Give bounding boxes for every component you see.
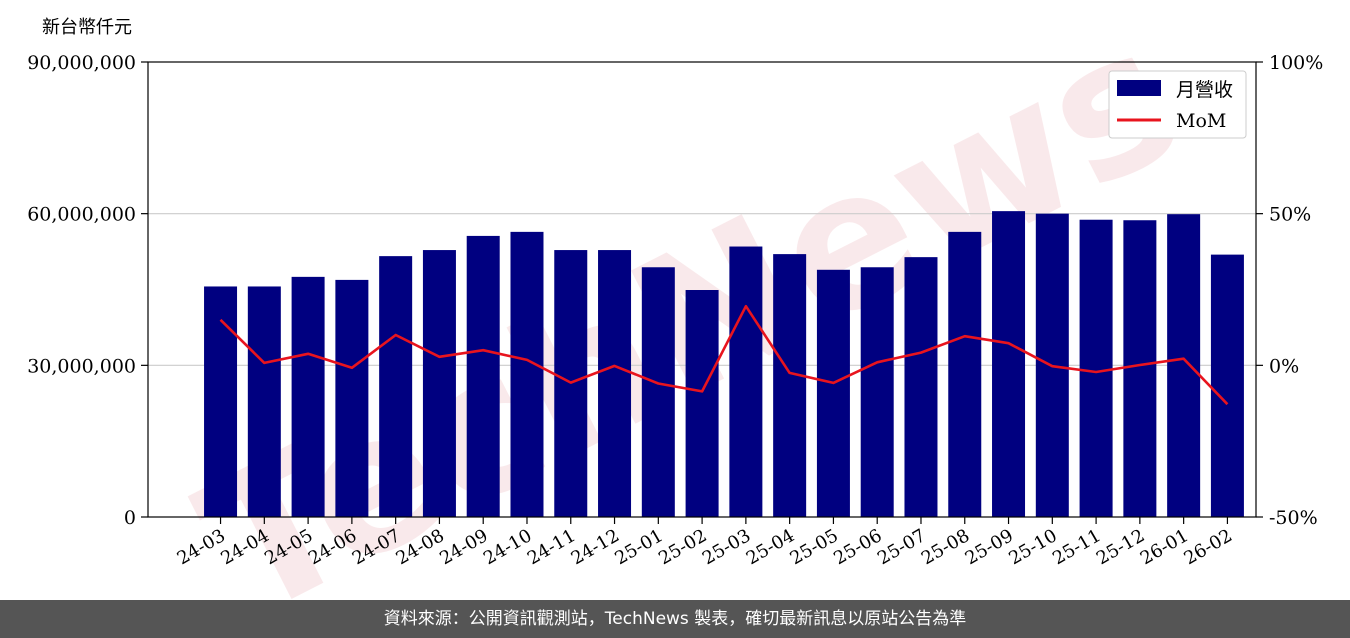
- bar-24-05: [291, 276, 325, 517]
- bar-25-11: [1079, 219, 1113, 517]
- bar-25-04: [773, 254, 807, 517]
- bar-24-12: [598, 250, 632, 518]
- bar-25-12: [1123, 220, 1157, 517]
- x-tick-label: 25-07: [874, 525, 929, 569]
- y-right-tick-label: 0%: [1269, 355, 1299, 377]
- bar-24-10: [510, 231, 544, 517]
- x-tick-label: 24-11: [524, 525, 579, 569]
- bar-25-09: [992, 211, 1026, 517]
- bar-24-04: [247, 286, 281, 517]
- bar-25-03: [729, 246, 763, 517]
- legend-swatch-bar: [1117, 80, 1161, 96]
- y-left-tick-label: 30,000,000: [27, 355, 136, 377]
- legend: 月營收 MoM: [1108, 70, 1247, 139]
- y-axis-right: -50% 0% 50% 100%: [1256, 52, 1323, 529]
- x-tick-label: 26-01: [1137, 525, 1192, 569]
- bar-26-01: [1167, 214, 1201, 517]
- y-left-tick-label: 0: [124, 507, 136, 529]
- bar-25-07: [904, 257, 938, 517]
- y-left-tick-label: 60,000,000: [27, 204, 136, 226]
- x-tick-label: 25-01: [611, 525, 666, 569]
- y-right-tick-label: 50%: [1269, 204, 1311, 226]
- y-axis-left: 0 30,000,000 60,000,000 90,000,000: [27, 52, 148, 529]
- bar-24-08: [422, 250, 456, 518]
- bar-24-09: [466, 235, 500, 517]
- x-tick-label: 25-09: [962, 525, 1017, 569]
- x-tick-label: 25-06: [830, 525, 885, 569]
- bar-25-02: [685, 290, 719, 517]
- x-tick-label: 25-05: [786, 525, 841, 569]
- x-tick-label: 25-12: [1093, 525, 1148, 569]
- x-tick-label: 25-08: [918, 525, 973, 569]
- bar-25-06: [860, 267, 894, 517]
- legend-label-revenue: 月營收: [1176, 79, 1233, 101]
- revenue-chart: TechNews 新台幣仟元 030,000,00060,000,00090,0…: [27, 0, 1323, 600]
- bar-series: [204, 211, 1244, 518]
- bar-25-05: [816, 269, 850, 517]
- x-tick-label: 25-11: [1049, 525, 1104, 569]
- x-tick-label: 25-02: [655, 525, 710, 569]
- y-axis-unit-label: 新台幣仟元: [42, 17, 132, 38]
- bar-26-02: [1210, 254, 1244, 517]
- y-left-tick-label: 90,000,000: [27, 52, 136, 74]
- bar-24-07: [379, 256, 413, 517]
- legend-label-mom: MoM: [1176, 110, 1226, 132]
- source-footer: 資料來源：公開資訊觀測站，TechNews 製表，確切最新訊息以原站公告為準: [0, 600, 1350, 638]
- mom-line: [219, 304, 1229, 406]
- bar-24-06: [335, 279, 369, 517]
- mom-line-series: [219, 304, 1229, 406]
- y-right-tick-label: 100%: [1269, 52, 1323, 74]
- x-tick-label: 25-04: [743, 525, 798, 569]
- x-tick-label: 25-10: [1005, 525, 1060, 569]
- bar-25-01: [641, 267, 675, 517]
- bar-25-08: [948, 231, 982, 517]
- bar-24-03: [204, 286, 238, 517]
- x-tick-label: 26-02: [1180, 525, 1235, 569]
- x-tick-label: 25-03: [699, 525, 754, 569]
- x-tick-label: 24-12: [568, 525, 623, 569]
- y-right-tick-label: -50%: [1269, 507, 1318, 529]
